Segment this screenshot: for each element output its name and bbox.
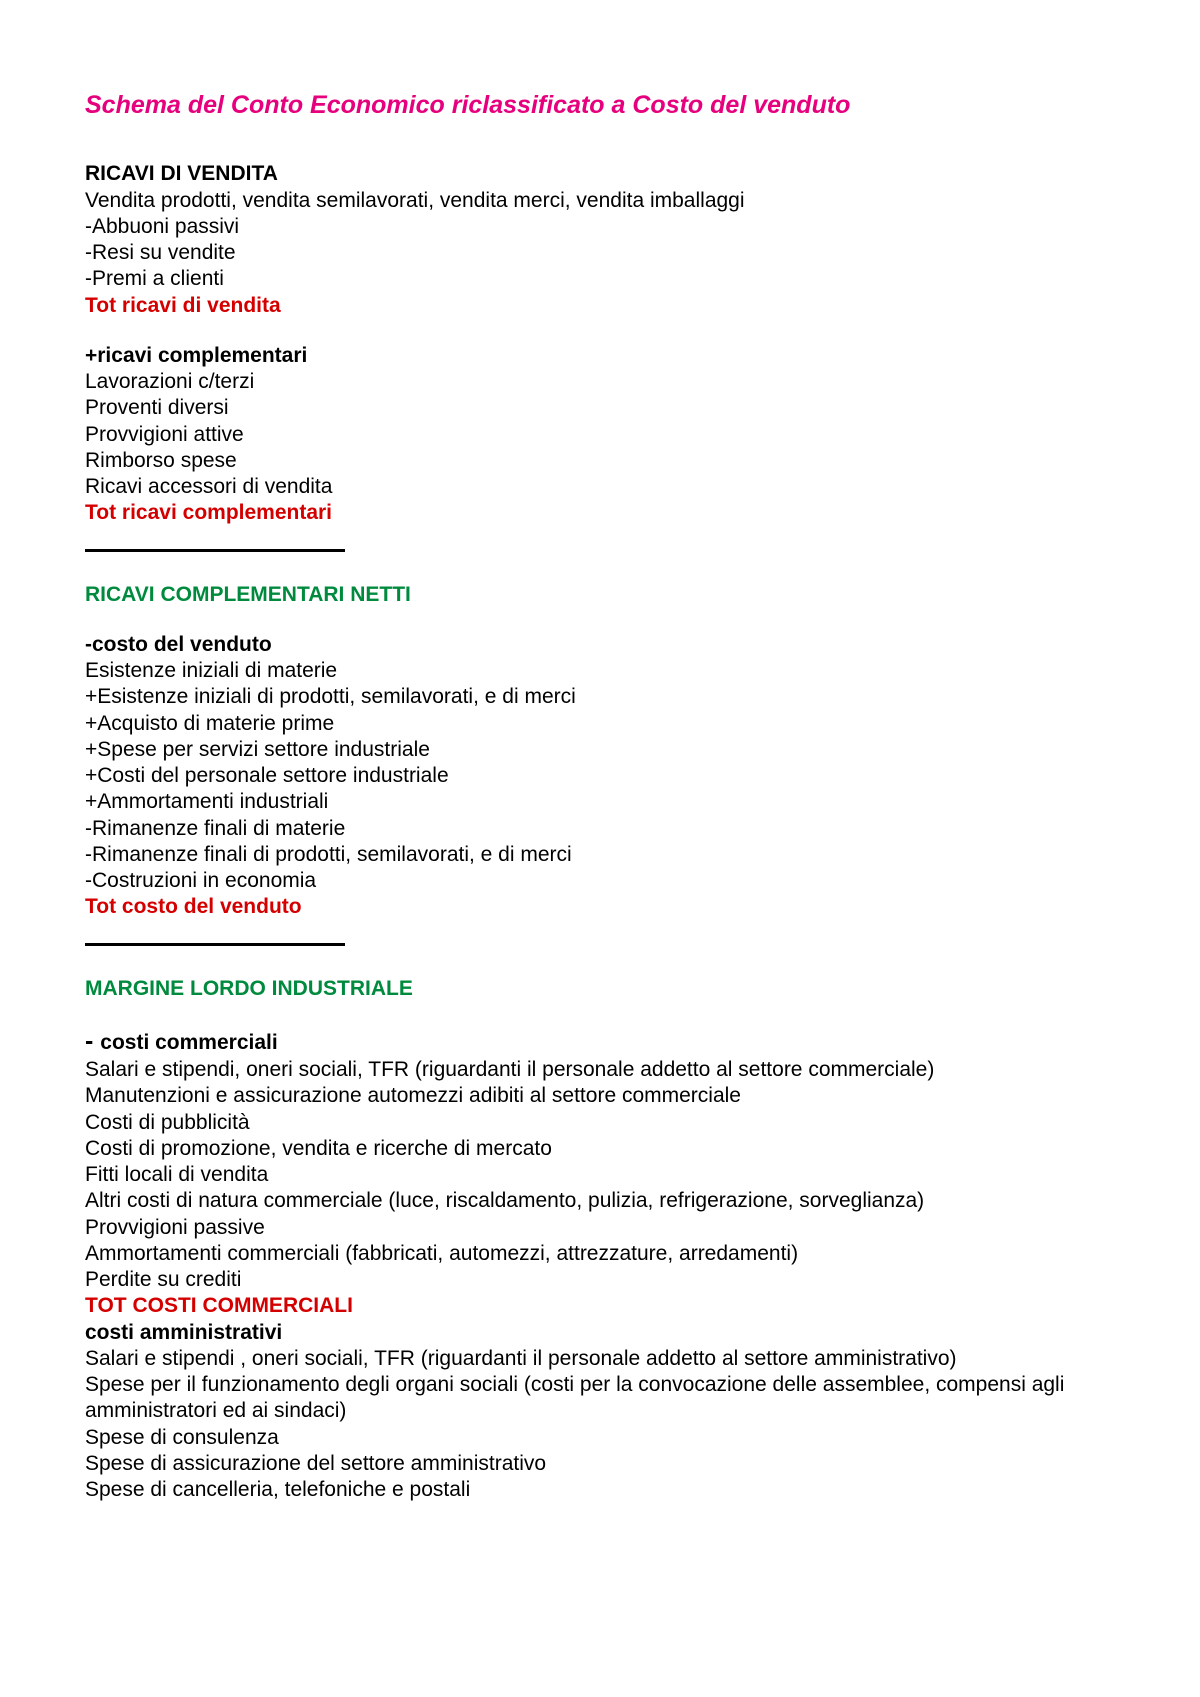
line: Vendita prodotti, vendita semilavorati, … [85, 188, 1115, 214]
line: Perdite su crediti [85, 1267, 1115, 1293]
line: Spese per il funzionamento degli organi … [85, 1372, 1115, 1425]
line: Salari e stipendi, oneri sociali, TFR (r… [85, 1057, 1115, 1083]
line: Costi di promozione, vendita e ricerche … [85, 1136, 1115, 1162]
section-costi-commerciali: costi commerciali Salari e stipendi, one… [85, 1026, 1115, 1320]
line: Rimborso spese [85, 448, 1115, 474]
line: Manutenzioni e assicurazione automezzi a… [85, 1083, 1115, 1109]
section-ricavi-complementari: +ricavi complementari Lavorazioni c/terz… [85, 343, 1115, 527]
line: Altri costi di natura commerciale (luce,… [85, 1188, 1115, 1214]
line: Proventi diversi [85, 395, 1115, 421]
heading-ricavi-complementari-netti: RICAVI COMPLEMENTARI NETTI [85, 582, 1115, 608]
line: +Esistenze iniziali di prodotti, semilav… [85, 684, 1115, 710]
heading-costi-amministrativi: costi amministrativi [85, 1320, 1115, 1346]
total-ricavi-complementari: Tot ricavi complementari [85, 500, 1115, 526]
line: Spese di cancelleria, telefoniche e post… [85, 1477, 1115, 1503]
line: Esistenze iniziali di materie [85, 658, 1115, 684]
line: Ammortamenti commerciali (fabbricati, au… [85, 1241, 1115, 1267]
line: +Spese per servizi settore industriale [85, 737, 1115, 763]
heading-costi-commerciali: costi commerciali [85, 1026, 1115, 1057]
total-ricavi-vendita: Tot ricavi di vendita [85, 293, 1115, 319]
line: -Resi su vendite [85, 240, 1115, 266]
line: +Acquisto di materie prime [85, 711, 1115, 737]
section-ricavi-complementari-netti: RICAVI COMPLEMENTARI NETTI [85, 582, 1115, 608]
line: -Premi a clienti [85, 266, 1115, 292]
section-costo-venduto: -costo del venduto Esistenze iniziali di… [85, 632, 1115, 921]
heading-costo-venduto: -costo del venduto [85, 632, 1115, 658]
line: Spese di assicurazione del settore ammin… [85, 1451, 1115, 1477]
heading-margine-lordo: MARGINE LORDO INDUSTRIALE [85, 976, 1115, 1002]
heading-ricavi-complementari: +ricavi complementari [85, 343, 1115, 369]
line: Costi di pubblicità [85, 1110, 1115, 1136]
line: Salari e stipendi , oneri sociali, TFR (… [85, 1346, 1115, 1372]
line: Spese di consulenza [85, 1425, 1115, 1451]
line: +Ammortamenti industriali [85, 789, 1115, 815]
section-margine-lordo: MARGINE LORDO INDUSTRIALE [85, 976, 1115, 1002]
total-costi-commerciali: TOT COSTI COMMERCIALI [85, 1293, 1115, 1319]
total-costo-venduto: Tot costo del venduto [85, 894, 1115, 920]
line: Lavorazioni c/terzi [85, 369, 1115, 395]
line: -Costruzioni in economia [85, 868, 1115, 894]
section-ricavi-vendita: RICAVI DI VENDITA Vendita prodotti, vend… [85, 161, 1115, 319]
page-title: Schema del Conto Economico riclassificat… [85, 90, 1115, 121]
line: -Rimanenze finali di prodotti, semilavor… [85, 842, 1115, 868]
divider [85, 549, 345, 552]
line: Provvigioni passive [85, 1215, 1115, 1241]
heading-text: costi commerciali [100, 1031, 277, 1054]
line: Provvigioni attive [85, 422, 1115, 448]
heading-ricavi-vendita: RICAVI DI VENDITA [85, 161, 1115, 187]
line: -Rimanenze finali di materie [85, 816, 1115, 842]
line: Ricavi accessori di vendita [85, 474, 1115, 500]
line: +Costi del personale settore industriale [85, 763, 1115, 789]
line: Fitti locali di vendita [85, 1162, 1115, 1188]
divider [85, 943, 345, 946]
line: -Abbuoni passivi [85, 214, 1115, 240]
section-costi-amministrativi: costi amministrativi Salari e stipendi ,… [85, 1320, 1115, 1504]
